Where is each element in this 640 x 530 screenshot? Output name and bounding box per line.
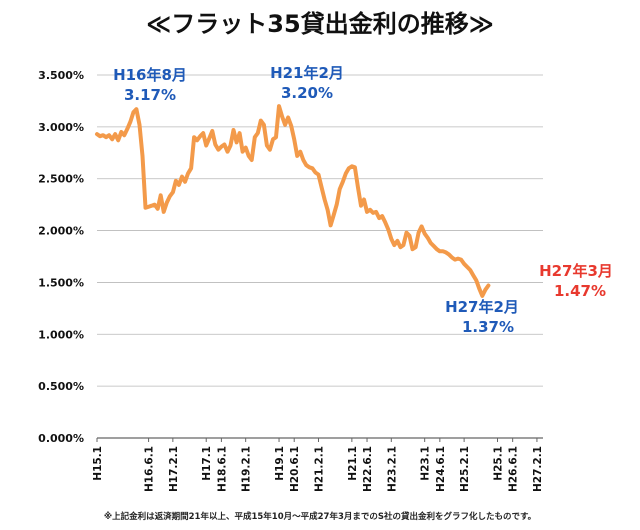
x-tick-label: H19.2.1 — [241, 446, 253, 492]
y-tick-label: 2.500% — [38, 173, 84, 186]
y-tick-label: 3.500% — [38, 69, 84, 82]
x-tick-label: H19.1 — [274, 446, 286, 481]
x-tick-label: H17.2.1 — [168, 446, 180, 492]
x-tick-label: H25.2.1 — [459, 446, 471, 492]
x-tick-label: H23.1 — [420, 446, 432, 481]
y-axis-ticks: 0.000% 0.500% 1.000% 1.500% 2.000% 2.500% 3.00… — [38, 69, 84, 445]
annotation-h21-date: H21年2月 — [270, 64, 344, 82]
x-tick-label: H17.1 — [201, 446, 213, 481]
annotation-h27mar-date: H27年3月 — [539, 262, 613, 280]
x-tick-label: H26.6.1 — [508, 446, 520, 492]
x-tick-label: H27.2.1 — [532, 446, 544, 492]
chart-title: ≪フラット35貸出金利の推移≫ — [146, 10, 494, 38]
x-tick-label: H25.1 — [492, 446, 504, 481]
annotation-h27feb-rate: 1.37% — [462, 318, 514, 336]
x-tick-label: H24.6.1 — [435, 446, 447, 492]
y-tick-label: 1.500% — [38, 276, 84, 289]
annotation-h21-rate: 3.20% — [281, 84, 333, 102]
series-lines — [95, 104, 491, 298]
y-tick-label: 2.000% — [38, 225, 84, 238]
x-axis-ticks: H15.1 H16.6.1 H17.2.1 H17.1 H18.6.1 H19.2.1 H1… — [92, 438, 544, 492]
x-tick-label: H15.1 — [92, 446, 104, 481]
x-tick-label: H22.6.1 — [362, 446, 374, 492]
x-tick-label: H21.2.1 — [313, 446, 325, 492]
rate-series-line — [95, 104, 491, 298]
y-tick-label: 0.500% — [38, 380, 84, 393]
y-tick-label: 3.000% — [38, 121, 84, 134]
x-tick-label: H21.1 — [347, 446, 359, 481]
footnote: ※上記金利は返済期間21年以上、平成15年10月～平成27年3月までのS社の貸出… — [103, 512, 537, 522]
annotation-h16-date: H16年8月 — [113, 66, 187, 84]
x-tick-label: H20.6.1 — [289, 446, 301, 492]
x-tick-label: H18.6.1 — [216, 446, 228, 492]
annotation-h27mar-rate: 1.47% — [554, 282, 606, 300]
grid — [97, 74, 543, 439]
x-tick-label: H23.2.1 — [386, 446, 398, 492]
x-tick-label: H16.6.1 — [144, 446, 156, 492]
y-tick-label: 0.000% — [38, 432, 84, 445]
y-tick-label: 1.000% — [38, 328, 84, 341]
annotation-h16-rate: 3.17% — [124, 86, 176, 104]
annotation-h27feb-date: H27年2月 — [445, 298, 519, 316]
